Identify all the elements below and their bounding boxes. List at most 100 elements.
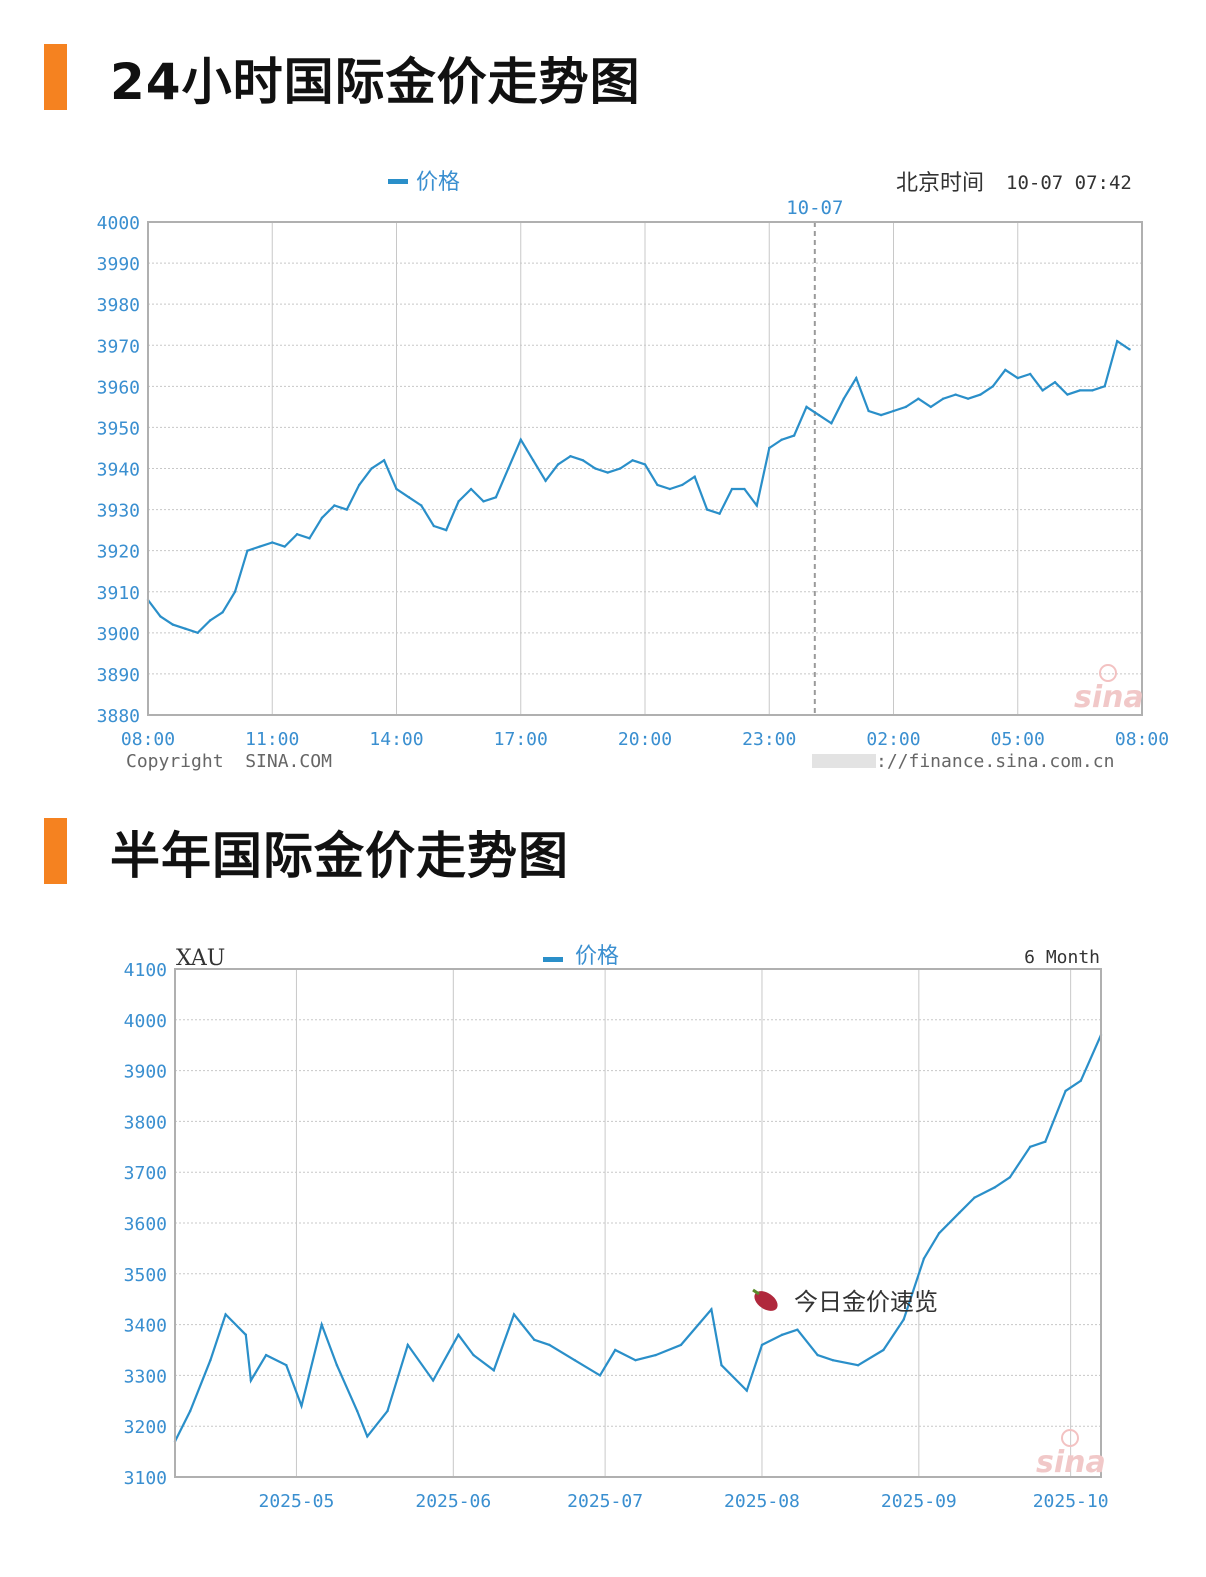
data-point xyxy=(830,422,833,425)
data-point xyxy=(406,1343,409,1347)
data-point xyxy=(656,483,659,487)
y-tick-label: 3980 xyxy=(97,295,140,316)
data-point xyxy=(954,393,957,396)
data-point xyxy=(1066,393,1069,396)
data-point xyxy=(249,1379,253,1382)
data-point xyxy=(942,397,945,400)
data-point xyxy=(494,496,498,499)
data-point xyxy=(258,545,262,548)
data-point xyxy=(285,1364,288,1367)
data-point xyxy=(196,631,199,635)
x-tick-label: 02:00 xyxy=(866,729,920,750)
legend-label: 价格 xyxy=(416,170,460,195)
data-point xyxy=(544,479,547,483)
data-point xyxy=(1078,389,1082,392)
data-point xyxy=(386,1409,389,1413)
data-point xyxy=(221,611,224,614)
y-tick-label: 3200 xyxy=(124,1417,167,1438)
data-point xyxy=(370,467,373,470)
data-point xyxy=(720,1364,723,1367)
data-point xyxy=(512,1313,516,1316)
x-tick-label: 2025-07 xyxy=(567,1491,643,1512)
symbol-label: XAU xyxy=(176,946,225,971)
data-point xyxy=(171,623,175,626)
data-point xyxy=(730,487,734,491)
data-point xyxy=(796,1328,799,1331)
data-point xyxy=(598,1374,602,1377)
data-point xyxy=(743,487,746,491)
data-point xyxy=(382,459,386,462)
data-point xyxy=(320,1323,323,1326)
data-point xyxy=(345,508,348,511)
section-accent-bar xyxy=(44,44,67,110)
data-point xyxy=(780,438,783,441)
data-point xyxy=(244,1333,248,1336)
data-point xyxy=(556,463,560,466)
data-point xyxy=(1064,1089,1067,1093)
sina-logo: sina xyxy=(1036,1429,1106,1480)
y-tick-label: 3900 xyxy=(97,624,140,645)
y-tick-label: 3800 xyxy=(124,1112,167,1133)
x-axis-labels: 2025-05 2025-06 2025-07 2025-08 2025-09 2025-… xyxy=(259,1491,1109,1512)
y-tick-label: 3990 xyxy=(97,254,140,275)
y-tick-label: 3880 xyxy=(97,706,140,727)
data-point xyxy=(320,516,324,519)
data-point xyxy=(283,545,286,548)
data-point xyxy=(358,483,361,487)
overlay-label[interactable]: 今日金价速览 xyxy=(750,1282,938,1317)
data-point xyxy=(1008,1176,1012,1179)
data-point xyxy=(842,397,845,400)
data-point xyxy=(634,1358,637,1362)
x-tick-label: 11:00 xyxy=(245,729,299,750)
data-point xyxy=(973,1196,976,1199)
data-point xyxy=(209,1358,212,1362)
data-point xyxy=(507,467,510,470)
data-point xyxy=(631,459,634,462)
data-point xyxy=(482,500,485,503)
data-point xyxy=(892,409,895,413)
data-point xyxy=(882,1348,885,1352)
sweet-potato-icon xyxy=(752,1288,778,1311)
data-point xyxy=(831,1358,835,1362)
source-url: ://finance.sina.com.cn xyxy=(876,751,1114,772)
data-point xyxy=(300,1404,303,1408)
data-point xyxy=(457,1333,460,1336)
copyright-text: Copyright SINA.COM xyxy=(126,751,332,772)
x-tick-label: 05:00 xyxy=(991,729,1045,750)
data-point xyxy=(705,508,709,511)
data-point xyxy=(1044,1140,1047,1143)
data-point xyxy=(879,413,883,417)
data-point xyxy=(618,467,622,470)
grid xyxy=(175,968,1101,1478)
data-point xyxy=(233,590,237,593)
gold-6month-chart: 4100 4000 3900 3800 3700 3600 3500 3400 3300 3200… xyxy=(124,944,1109,1512)
data-point xyxy=(581,459,585,462)
data-point xyxy=(308,537,311,540)
overlay-label-text: 今日金价速览 xyxy=(794,1288,938,1316)
data-point xyxy=(1028,1145,1032,1148)
data-point xyxy=(355,1409,359,1413)
y-tick-label: 3930 xyxy=(97,501,140,522)
svg-text:sina: sina xyxy=(1074,680,1144,715)
data-point xyxy=(792,434,796,437)
y-tick-label: 3600 xyxy=(124,1214,167,1235)
data-point xyxy=(184,627,187,630)
data-point xyxy=(432,524,435,528)
y-tick-label: 3100 xyxy=(124,1468,167,1489)
data-point xyxy=(1016,376,1019,380)
data-point xyxy=(643,463,647,466)
data-point xyxy=(594,467,597,470)
data-point xyxy=(445,528,448,532)
data-point xyxy=(548,1343,551,1347)
data-point xyxy=(929,405,932,409)
y-tick-label: 3500 xyxy=(124,1265,167,1286)
x-tick-label: 2025-09 xyxy=(881,1491,957,1512)
data-point xyxy=(469,487,473,491)
gold-24h-chart: 4000 3990 3980 3970 3960 3950 3940 3930 3920 3910… xyxy=(97,170,1169,772)
data-point xyxy=(867,409,870,413)
data-point xyxy=(1004,368,1007,372)
data-point xyxy=(917,397,920,400)
y-tick-label: 3920 xyxy=(97,542,140,563)
data-point xyxy=(781,1333,784,1336)
section-accent-bar xyxy=(44,818,67,884)
